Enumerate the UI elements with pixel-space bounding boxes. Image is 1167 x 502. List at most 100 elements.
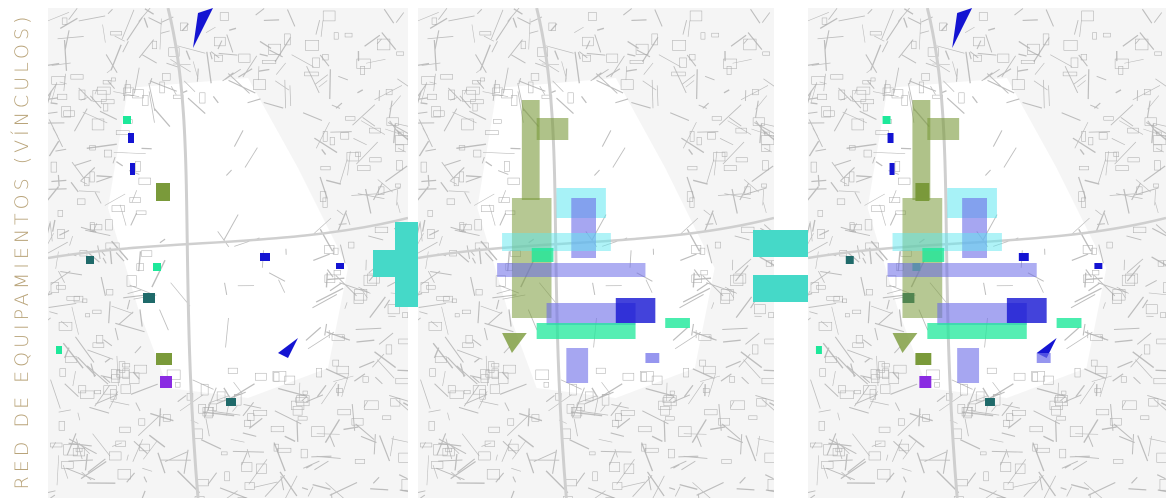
street-segment: [100, 375, 112, 379]
street-segment: [1013, 481, 1037, 488]
street-segment: [55, 251, 59, 269]
city-block: [735, 127, 747, 134]
street-segment: [329, 434, 335, 448]
city-block: [1145, 304, 1158, 315]
street-segment: [396, 202, 401, 214]
street-segment: [320, 20, 324, 37]
street-segment: [864, 193, 885, 206]
city-block: [472, 103, 478, 112]
street-segment: [818, 409, 831, 413]
city-block: [454, 313, 460, 318]
street-segment: [581, 96, 587, 104]
city-block: [672, 40, 686, 51]
street-segment: [654, 9, 663, 27]
city-block: [197, 479, 209, 487]
street-segment: [507, 39, 523, 59]
city-block: [322, 54, 329, 61]
city-block: [1014, 463, 1026, 474]
map-1-canvas: [48, 8, 408, 498]
city-block: [980, 451, 987, 456]
street-segment: [586, 52, 606, 56]
city-block: [1081, 131, 1086, 142]
street-segment: [1057, 382, 1059, 402]
city-block: [1115, 165, 1129, 171]
street-segment: [732, 58, 752, 64]
city-block: [612, 419, 619, 427]
city-block: [1081, 197, 1086, 208]
street-segment: [312, 217, 332, 235]
street-segment: [126, 299, 131, 310]
city-block: [1003, 482, 1014, 490]
street-segment: [126, 454, 129, 461]
street-segment: [881, 9, 894, 40]
street-segment: [598, 439, 613, 443]
city-block: [748, 415, 758, 420]
city-block: [447, 385, 456, 394]
street-segment: [683, 433, 707, 435]
street-segment: [872, 156, 876, 164]
street-segment: [1082, 323, 1086, 336]
city-block: [479, 31, 492, 36]
city-block: [292, 406, 303, 416]
street-segment: [121, 9, 135, 40]
street-segment: [291, 54, 314, 68]
city-block: [1160, 312, 1166, 319]
street-segment: [627, 40, 639, 49]
street-segment: [743, 359, 761, 379]
street-segment: [326, 331, 351, 341]
street-segment: [107, 8, 113, 15]
street-segment: [148, 434, 166, 448]
street-segment: [1149, 438, 1166, 443]
facility-mark: [887, 133, 894, 143]
city-block: [1113, 151, 1119, 157]
street-segment: [48, 119, 63, 148]
street-segment: [447, 356, 466, 377]
street-segment: [674, 331, 702, 350]
city-block: [963, 407, 972, 419]
city-block: [582, 36, 594, 47]
street-segment: [397, 78, 408, 87]
city-block: [723, 58, 737, 69]
street-segment: [339, 159, 348, 185]
city-block: [61, 106, 72, 118]
street-segment: [232, 405, 238, 412]
city-block: [1109, 418, 1122, 426]
street-segment: [817, 174, 820, 187]
city-block: [360, 66, 365, 75]
city-block: [762, 160, 769, 171]
street-segment: [1018, 40, 1031, 49]
street-segment: [1005, 448, 1010, 458]
city-block: [85, 313, 90, 318]
street-segment: [860, 276, 866, 297]
street-segment: [718, 104, 742, 126]
main-road: [48, 216, 408, 260]
city-block: [704, 409, 718, 416]
street-segment: [443, 108, 458, 132]
street-segment: [63, 39, 68, 71]
equipment-blocks-proposed: [887, 100, 1082, 383]
city-block: [336, 388, 343, 393]
city-block: [480, 369, 490, 380]
city-block: [104, 149, 112, 158]
street-segment: [574, 26, 584, 33]
equipment-blocks-existing: [56, 8, 344, 406]
city-block: [973, 36, 985, 47]
street-segment: [430, 320, 438, 328]
city-block: [180, 22, 188, 31]
street-segment: [909, 412, 933, 422]
city-block: [1074, 367, 1081, 378]
link-band: [546, 303, 636, 325]
street-segment: [418, 83, 428, 97]
street-segment: [118, 311, 134, 326]
street-segment: [844, 229, 871, 236]
street-segment: [312, 483, 331, 490]
street-segment: [85, 229, 111, 236]
city-block: [312, 57, 320, 68]
city-block: [214, 36, 226, 47]
street-segment: [48, 292, 53, 296]
street-segment: [131, 190, 138, 203]
city-block: [446, 198, 455, 205]
street-segment: [158, 408, 162, 427]
street-segment: [1085, 277, 1103, 281]
city-block: [398, 452, 408, 463]
